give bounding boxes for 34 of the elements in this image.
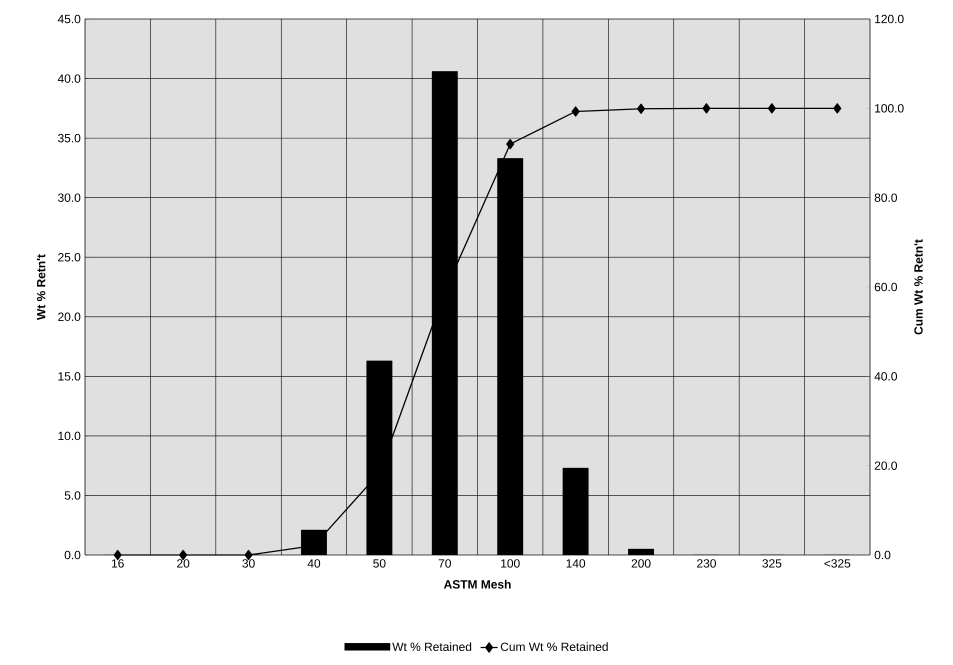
x-tick-label: 30: [242, 559, 255, 568]
x-tick-label: 16: [112, 559, 124, 568]
x-tick-label: 325: [762, 559, 782, 568]
y-axis-title: Wt % Retn't: [36, 254, 46, 320]
y-tick-label: 15.0: [58, 372, 80, 381]
y-tick-label: 45.0: [58, 14, 80, 24]
y-tick-label: 20.0: [58, 312, 80, 322]
y-tick-label: 25.0: [58, 252, 80, 262]
legend-label: Wt % Retained: [392, 642, 472, 652]
y-tick-label: 5.0: [64, 491, 80, 500]
y2-tick-label: 60.0: [874, 282, 897, 292]
x-tick-label: 200: [632, 559, 651, 568]
y2-tick-label: 20.0: [874, 461, 897, 470]
y2-axis-title: Cum Wt % Retn't: [914, 239, 923, 334]
x-tick-label: 20: [177, 559, 190, 568]
y-tick-label: 10.0: [58, 432, 80, 440]
x-axis-title: ASTM Mesh: [444, 580, 511, 589]
x-tick-label: 140: [566, 559, 586, 568]
y2-tick-label: 40.0: [874, 372, 897, 381]
x-tick-label: 50: [373, 559, 386, 568]
x-tick-label: <325: [824, 559, 850, 568]
y2-tick-label: 100.0: [875, 104, 904, 113]
x-tick-label: 70: [438, 559, 451, 568]
x-tick-label: 40: [308, 559, 320, 568]
y2-tick-label: 120.0: [875, 14, 904, 24]
y-tick-label: 0.0: [64, 550, 80, 560]
y2-tick-label: 0.0: [874, 550, 890, 560]
x-tick-label: 100: [501, 559, 520, 568]
y-tick-label: 40.0: [58, 74, 80, 83]
legend-label: Cum Wt % Retained: [500, 642, 608, 652]
y-tick-label: 30.0: [58, 193, 80, 202]
y-tick-label: 35.0: [58, 134, 80, 142]
x-tick-label: 230: [697, 559, 716, 568]
y2-tick-label: 80.0: [874, 193, 897, 202]
